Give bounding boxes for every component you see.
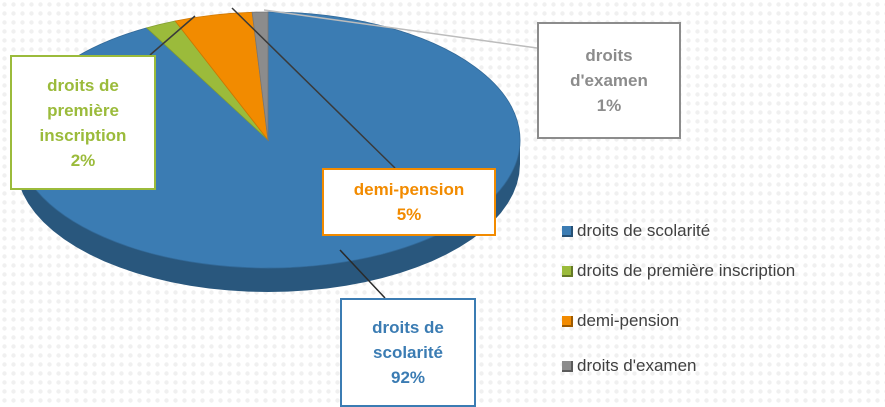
data-label-value: 92% (390, 368, 426, 387)
data-label-name: droits de première inscription (39, 75, 127, 145)
legend-label: droits d'examen (577, 356, 697, 375)
legend-swatch (562, 360, 573, 372)
leader-line (339, 249, 386, 299)
data-label: demi-pension 5% (322, 168, 496, 236)
data-label: droits de scolarité 92% (340, 298, 476, 407)
data-label-value: 1% (596, 96, 622, 115)
legend-entry: droits d'examen (562, 356, 696, 376)
legend-swatch (562, 265, 573, 277)
data-label-name: droits de scolarité (372, 318, 444, 362)
slice (251, 11, 269, 141)
legend-swatch (562, 225, 573, 237)
legend-entry: demi-pension (562, 311, 679, 331)
data-label-value: 2% (70, 150, 96, 170)
data-label-name: droits d'examen (570, 46, 648, 90)
legend-entry: droits de scolarité (562, 221, 710, 241)
data-label: droits d'examen 1% (537, 22, 681, 139)
legend-label: demi-pension (577, 311, 680, 330)
slice-side (16, 140, 520, 292)
data-label-name: demi-pension (353, 180, 465, 199)
legend-label: droits de première inscription (577, 261, 796, 280)
leader-line (231, 7, 396, 169)
leader-lines (149, 7, 538, 299)
legend-entry: droits de première inscription (562, 261, 795, 281)
leader-line (263, 9, 538, 49)
legend-swatch (562, 315, 573, 327)
data-label-value: 5% (396, 205, 422, 224)
leader-line (149, 15, 196, 56)
legend-label: droits de scolarité (577, 221, 711, 240)
data-label: droits de première inscription 2% (10, 55, 156, 190)
